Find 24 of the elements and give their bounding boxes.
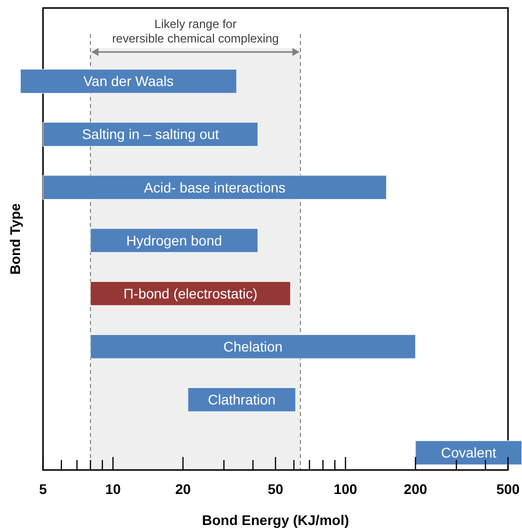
y-tick-label: Acid- base interactions (144, 179, 286, 196)
bar (42, 122, 258, 147)
x-tick-label: 20 (175, 481, 191, 497)
bar (90, 334, 416, 359)
band-label: Likely range for reversible chemical complexing (112, 17, 279, 46)
y-tick-label: Chelation (223, 338, 283, 355)
x-tick-label: 100 (334, 481, 358, 497)
y-tick-label: Van der Waals (83, 73, 174, 90)
x-tick-label: 200 (404, 481, 428, 497)
y-tick-label: Clathration (208, 392, 276, 408)
y-tick-label: Hydrogen bond (126, 232, 222, 248)
bar (42, 175, 387, 200)
y-tick-label: Π-bond (electrostatic) (124, 285, 258, 302)
bar (90, 228, 258, 253)
bar (20, 69, 237, 94)
bar (415, 440, 522, 465)
x-tick-label: 500 (496, 481, 520, 497)
x-tick-label: 10 (105, 481, 121, 497)
y-tick-label: Covalent (440, 444, 496, 461)
x-tick-label: 5 (39, 481, 48, 497)
y-tick-label: Salting in – salting out (82, 126, 220, 142)
x-axis-title: Bond Energy (KJ/mol) (202, 512, 350, 528)
y-axis-title: Bond Type (7, 203, 23, 275)
x-tick-label: 50 (268, 481, 284, 497)
